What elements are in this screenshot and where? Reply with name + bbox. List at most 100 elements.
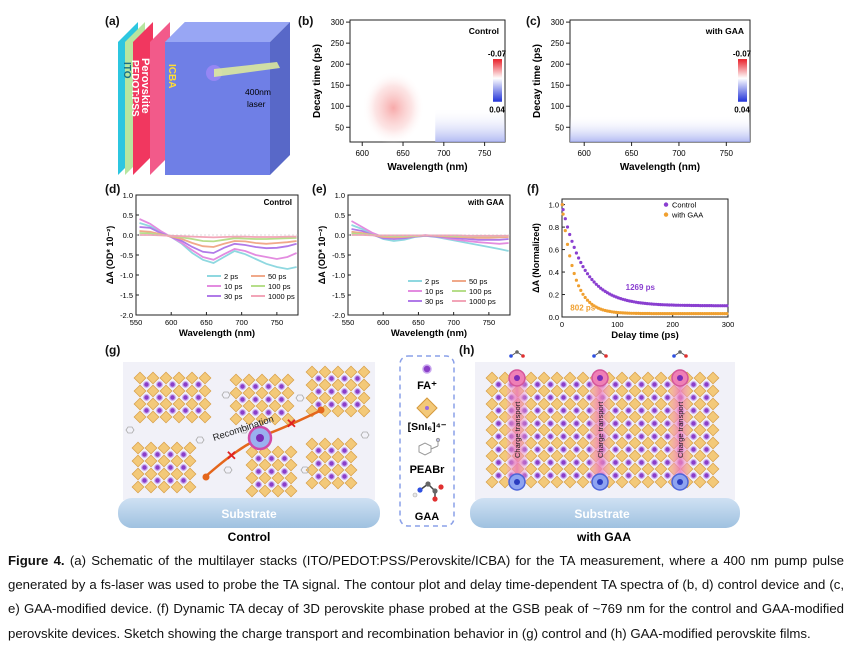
data-point — [588, 275, 592, 279]
fa-cation — [141, 451, 148, 458]
sni6-octahedron — [146, 410, 160, 424]
data-point — [689, 303, 694, 308]
sni6-octahedron — [255, 399, 269, 413]
sni6-octahedron — [550, 475, 564, 489]
contour-tag: Control — [469, 26, 499, 36]
legend-label: 10 ps — [224, 282, 243, 291]
fa-cation — [255, 468, 262, 475]
gaa-molecule — [592, 354, 596, 358]
fa-cation — [180, 451, 187, 458]
data-point — [694, 303, 698, 308]
sni6-octahedron — [271, 484, 285, 498]
fa-cation — [690, 459, 697, 466]
fa-cation — [560, 381, 567, 388]
sni6-octahedron — [185, 371, 199, 385]
carrier-dot-2 — [317, 406, 325, 414]
fa-cation — [341, 388, 348, 395]
fa-cation — [573, 472, 580, 479]
fa-cation — [547, 446, 554, 453]
fa-cation — [612, 381, 619, 388]
sni6-octahedron — [524, 436, 538, 450]
x-tick-label: 600 — [356, 149, 370, 158]
sni6-octahedron — [170, 480, 184, 494]
fa-cation — [560, 433, 567, 440]
laser-label: laser — [247, 99, 266, 109]
fa-cation — [547, 394, 554, 401]
data-point — [703, 304, 707, 308]
data-point — [700, 312, 705, 316]
gaa-film-sketch: Substrate Charge transport Charge transpo… — [470, 350, 740, 544]
sni6-octahedron — [281, 399, 295, 413]
x-axis-label: Wavelength (nm) — [387, 162, 467, 173]
fa-cation — [495, 394, 502, 401]
fa-cation — [573, 420, 580, 427]
fa-cation — [664, 381, 671, 388]
control-title: Control — [228, 530, 271, 544]
sni6-octahedron — [146, 397, 160, 411]
sni6-octahedron — [628, 462, 642, 476]
fa-cation — [560, 472, 567, 479]
fa-cation — [315, 401, 322, 408]
sni6-octahedron — [172, 384, 186, 398]
peabr-ligand — [223, 466, 233, 474]
y-tick-label: 0.2 — [549, 291, 559, 300]
data-point — [656, 312, 660, 316]
sni6-octahedron — [524, 423, 538, 437]
sni6-octahedron — [133, 371, 147, 385]
sni6-octahedron — [550, 423, 564, 437]
sni6-octahedron — [654, 475, 668, 489]
colorbar — [493, 59, 502, 102]
sni6-octahedron — [576, 423, 590, 437]
legend-label: 30 ps — [224, 292, 243, 301]
sni6-octahedron — [357, 404, 371, 418]
legend-label: 2 ps — [425, 277, 439, 286]
fa-cation — [195, 407, 202, 414]
sni6-octahedron — [693, 423, 707, 437]
x-tick-label: 600 — [377, 318, 390, 327]
gaa-substrate — [470, 498, 740, 528]
data-point — [676, 312, 680, 316]
fa-cation — [625, 472, 632, 479]
sni6-octahedron — [305, 391, 319, 405]
sni6-octahedron — [185, 397, 199, 411]
data-point — [685, 303, 689, 307]
legend-label: 50 ps — [268, 272, 287, 281]
x-tick-label: 100 — [611, 320, 624, 329]
y-tick-label: 100 — [551, 102, 565, 111]
sni6-octahedron — [268, 412, 282, 426]
sni6-octahedron — [170, 441, 184, 455]
sni6-octahedron — [563, 462, 577, 476]
layer-ito-label: ITO — [121, 62, 132, 79]
data-point — [654, 312, 658, 316]
sni6-octahedron — [331, 437, 345, 451]
fa-cation — [664, 394, 671, 401]
sni6-octahedron — [284, 458, 298, 472]
data-point — [581, 292, 585, 296]
panel-c-label: (c) — [526, 14, 541, 28]
y-tick-label: 0.4 — [549, 268, 559, 277]
data-point — [560, 203, 564, 207]
colorbar-max: -0.07 — [733, 50, 752, 59]
spectrum-1000ps — [351, 234, 509, 237]
data-point — [650, 312, 654, 316]
fa-cation — [180, 477, 187, 484]
legend-label: 10 ps — [425, 287, 444, 296]
fa-cation — [281, 481, 288, 488]
fa-cation — [534, 381, 541, 388]
fa-cation — [534, 420, 541, 427]
sni6-octahedron — [318, 463, 332, 477]
sni6-octahedron — [615, 475, 629, 489]
sni6-octahedron — [242, 412, 256, 426]
fa-cation — [638, 459, 645, 466]
fa-cation — [560, 420, 567, 427]
sni6-octahedron — [537, 384, 551, 398]
fa-cation — [169, 381, 176, 388]
data-point — [698, 304, 702, 308]
fa-cation — [625, 394, 632, 401]
sni6-octahedron — [654, 384, 668, 398]
sni6-octahedron — [485, 475, 499, 489]
fa-cation — [690, 420, 697, 427]
sni6-octahedron — [693, 371, 707, 385]
x-tick-label: 750 — [720, 149, 734, 158]
sni6-octahedron — [271, 445, 285, 459]
